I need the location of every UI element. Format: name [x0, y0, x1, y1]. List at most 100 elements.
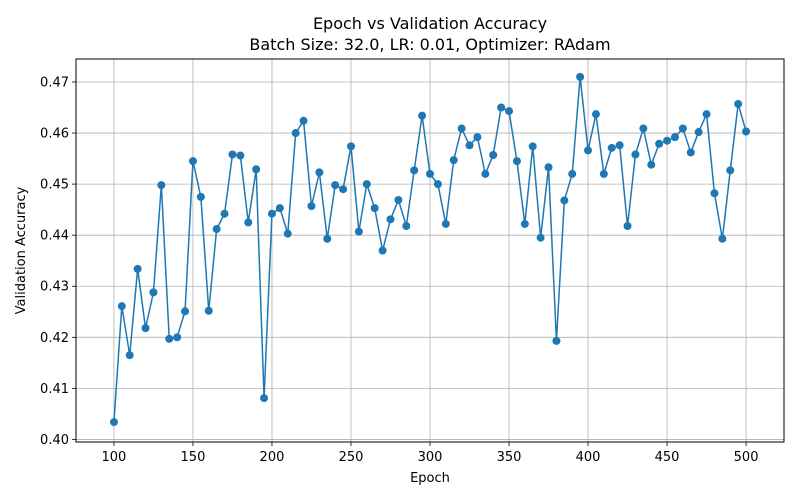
- data-point: [631, 150, 640, 159]
- data-point: [173, 333, 182, 342]
- data-point: [718, 234, 727, 243]
- data-point: [473, 133, 482, 142]
- data-point: [655, 139, 664, 148]
- data-point: [291, 129, 300, 138]
- data-point: [670, 133, 679, 142]
- x-axis-label: Epoch: [410, 471, 450, 486]
- x-tick-label: 450: [655, 450, 680, 465]
- data-point: [702, 110, 711, 119]
- x-tick-label: 150: [181, 450, 206, 465]
- data-point: [599, 169, 608, 178]
- data-point: [742, 127, 751, 136]
- data-point: [576, 72, 585, 81]
- data-point: [410, 166, 419, 175]
- data-point: [591, 110, 600, 119]
- data-point: [307, 202, 316, 211]
- data-point: [607, 143, 616, 152]
- data-point: [639, 124, 648, 133]
- data-point: [196, 192, 205, 201]
- data-point: [481, 169, 490, 178]
- data-point: [244, 218, 253, 227]
- data-point: [299, 116, 308, 125]
- data-point: [362, 180, 371, 189]
- data-point: [449, 156, 458, 165]
- data-point: [489, 151, 498, 160]
- data-point: [726, 166, 735, 175]
- x-ticks: 100 150 200 250 300 350 400 450 500: [102, 442, 759, 465]
- data-point: [544, 163, 553, 172]
- series-layer: [109, 72, 751, 427]
- data-point: [402, 221, 411, 230]
- y-tick-label: 0.42: [40, 331, 69, 346]
- data-point: [615, 141, 624, 150]
- data-point: [236, 151, 245, 160]
- y-tick-label: 0.43: [40, 280, 69, 295]
- data-point: [157, 181, 166, 190]
- data-point: [117, 302, 126, 311]
- x-tick-label: 200: [260, 450, 285, 465]
- data-point: [260, 394, 269, 403]
- data-point: [181, 307, 190, 316]
- data-point: [283, 229, 292, 238]
- data-point: [694, 128, 703, 137]
- data-point: [528, 142, 537, 151]
- x-tick-label: 100: [102, 450, 127, 465]
- data-point: [378, 246, 387, 255]
- data-point: [505, 107, 514, 116]
- data-point: [394, 195, 403, 204]
- data-point: [165, 334, 174, 343]
- data-point: [125, 351, 134, 360]
- data-point: [497, 103, 506, 112]
- data-point: [370, 204, 379, 213]
- x-tick-label: 400: [576, 450, 601, 465]
- data-point: [354, 227, 363, 236]
- data-point: [149, 288, 158, 297]
- y-tick-label: 0.41: [40, 382, 69, 397]
- y-axis-label: Validation Accuracy: [14, 186, 29, 314]
- data-point: [552, 336, 561, 345]
- data-point: [323, 234, 332, 243]
- y-ticks: 0.40 0.41 0.42 0.43 0.44 0.45 0.46 0.47: [40, 75, 76, 448]
- data-point: [418, 111, 427, 120]
- y-tick-label: 0.46: [40, 127, 69, 142]
- x-tick-label: 250: [339, 450, 364, 465]
- data-point: [252, 165, 261, 174]
- data-point: [109, 418, 118, 427]
- chart-title: Epoch vs Validation Accuracy: [313, 14, 547, 33]
- data-point: [568, 169, 577, 178]
- data-point: [315, 168, 324, 177]
- data-point: [339, 185, 348, 194]
- x-tick-label: 500: [734, 450, 759, 465]
- y-tick-label: 0.44: [40, 229, 69, 244]
- data-point: [228, 150, 237, 159]
- data-point: [133, 264, 142, 273]
- data-point: [441, 219, 450, 228]
- data-point: [678, 124, 687, 133]
- data-point: [457, 124, 466, 133]
- data-point: [204, 306, 213, 315]
- data-point: [346, 142, 355, 151]
- y-tick-label: 0.40: [40, 433, 69, 448]
- data-point: [188, 157, 197, 166]
- data-point: [584, 146, 593, 155]
- x-tick-label: 350: [497, 450, 522, 465]
- data-point: [560, 196, 569, 205]
- data-point: [386, 215, 395, 224]
- data-point: [141, 324, 150, 333]
- data-point: [212, 225, 221, 234]
- data-point: [331, 181, 340, 190]
- data-point: [623, 221, 632, 230]
- data-point: [220, 209, 229, 218]
- grid-lines: [76, 59, 784, 442]
- data-point: [710, 189, 719, 198]
- data-point: [686, 148, 695, 157]
- data-point: [536, 233, 545, 242]
- data-point: [512, 157, 521, 166]
- data-point: [433, 180, 442, 189]
- data-point: [426, 169, 434, 178]
- y-tick-label: 0.47: [40, 75, 69, 90]
- data-point: [267, 209, 276, 218]
